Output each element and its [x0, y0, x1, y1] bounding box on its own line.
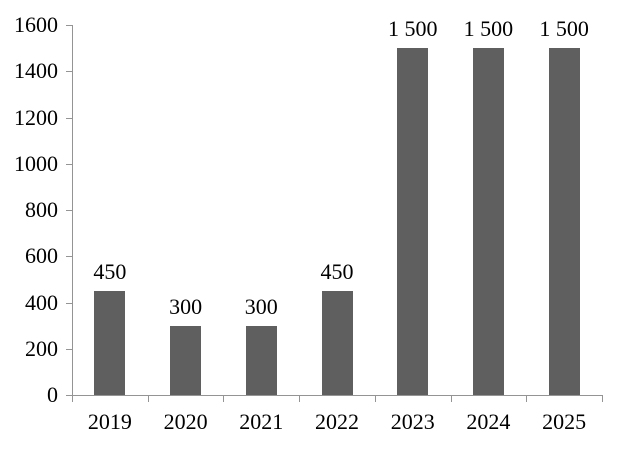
y-tick-label: 800 — [25, 197, 58, 222]
y-tick-mark — [66, 302, 72, 304]
x-tick-label: 2024 — [466, 409, 511, 434]
y-tick-label: 1600 — [14, 12, 58, 37]
bar-2021 — [245, 325, 277, 395]
y-tick-label: 1400 — [14, 58, 58, 84]
y-tick-mark — [66, 163, 72, 165]
y-tick-label: 600 — [25, 243, 58, 269]
x-tick-label: 2019 — [87, 409, 132, 434]
bar-2019 — [94, 290, 126, 395]
x-tick-label: 2023 — [390, 409, 435, 434]
x-tick-mark — [602, 396, 603, 402]
y-tick-mark — [66, 348, 72, 350]
x-tick-mark — [299, 396, 301, 402]
bar-value-label: 1 500 — [463, 16, 514, 42]
bar-value-label: 1 500 — [539, 16, 589, 42]
bar-value-label: 450 — [320, 258, 354, 284]
x-tick-label: 2021 — [239, 409, 284, 434]
bar-2024 — [472, 48, 504, 395]
bar-2022 — [321, 290, 353, 395]
y-tick-label: 1200 — [14, 104, 58, 130]
y-tick-label: 0 — [47, 382, 58, 407]
bar-value-label: 300 — [244, 293, 278, 319]
bar-2020 — [170, 325, 202, 395]
x-tick-label: 2022 — [315, 409, 359, 434]
bar-value-label: 1 500 — [387, 16, 438, 42]
x-axis-line — [72, 395, 603, 396]
y-tick-mark — [66, 71, 72, 73]
y-tick-mark — [66, 117, 72, 119]
y-tick-mark — [66, 25, 72, 26]
y-tick-mark — [66, 210, 72, 211]
x-tick-mark — [374, 396, 376, 402]
x-tick-mark — [526, 396, 528, 402]
y-tick-label: 400 — [25, 289, 58, 315]
x-tick-mark — [223, 396, 225, 402]
y-tick-mark — [66, 256, 72, 258]
bar-value-label: 450 — [93, 258, 127, 284]
x-tick-mark — [72, 396, 73, 402]
y-tick-label: 1000 — [14, 150, 58, 176]
x-tick-label: 2020 — [163, 409, 208, 434]
y-axis-line — [72, 25, 73, 395]
x-tick-label: 2025 — [542, 409, 587, 434]
y-tick-mark — [66, 395, 72, 396]
bar-2023 — [397, 48, 429, 395]
bar-2025 — [548, 48, 580, 395]
y-tick-label: 200 — [25, 335, 58, 361]
x-tick-mark — [147, 396, 149, 402]
bar-value-label: 300 — [169, 293, 203, 319]
x-tick-mark — [450, 396, 452, 402]
